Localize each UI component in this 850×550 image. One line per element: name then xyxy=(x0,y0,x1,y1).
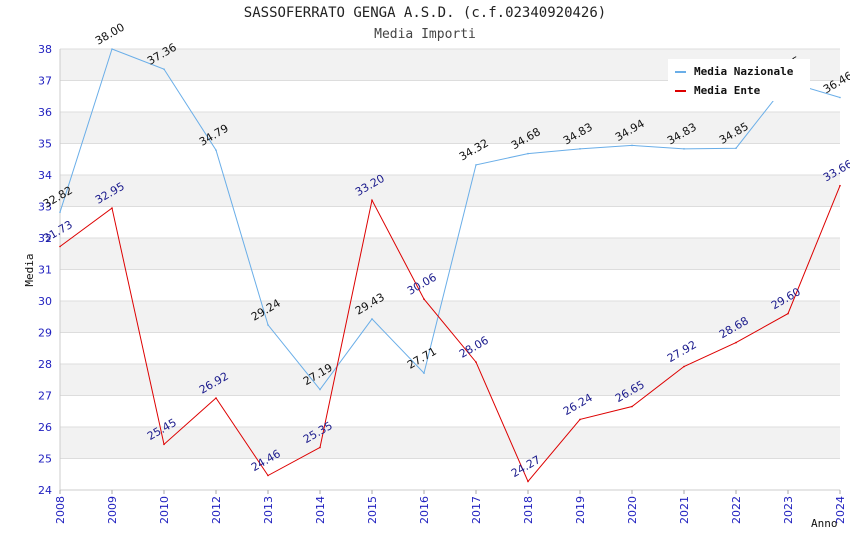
data-point xyxy=(163,68,165,70)
grid-band xyxy=(60,112,840,144)
data-point xyxy=(111,207,113,209)
data-point xyxy=(371,199,373,201)
data-point xyxy=(319,388,321,391)
y-axis-label: Media xyxy=(23,253,36,286)
data-point xyxy=(59,211,61,213)
data-point xyxy=(163,443,165,446)
legend: Media Nazionale Media Ente xyxy=(668,59,810,101)
data-point xyxy=(111,48,113,50)
y-tick-label: 32 xyxy=(38,232,52,245)
x-tick-label: 2013 xyxy=(262,496,275,524)
x-tick-label: 2021 xyxy=(678,496,691,524)
y-tick-label: 25 xyxy=(38,453,52,466)
data-point xyxy=(423,298,425,300)
data-label: 38.00 xyxy=(93,21,127,48)
data-label: 28.06 xyxy=(457,334,491,361)
x-tick-label: 2017 xyxy=(470,496,483,524)
data-point xyxy=(475,361,477,363)
y-tick-label: 26 xyxy=(38,421,52,434)
x-tick-label: 2008 xyxy=(54,496,67,524)
y-tick-label: 29 xyxy=(38,327,52,340)
y-tick-label: 34 xyxy=(38,169,52,182)
grid-band xyxy=(60,364,840,396)
data-point xyxy=(683,148,685,150)
legend-box xyxy=(668,59,810,101)
x-tick-label: 2014 xyxy=(314,496,327,524)
x-tick-label: 2024 xyxy=(834,496,847,524)
series-lines xyxy=(59,48,841,483)
data-point xyxy=(215,397,217,399)
x-tick-label: 2020 xyxy=(626,496,639,524)
x-tick-label: 2015 xyxy=(366,496,379,524)
x-axis-label: Anno xyxy=(811,517,838,530)
grid-band xyxy=(60,427,840,459)
data-point xyxy=(267,474,269,477)
data-point xyxy=(787,312,789,315)
data-point xyxy=(371,318,373,320)
y-tick-label: 24 xyxy=(38,484,52,497)
y-tick-label: 35 xyxy=(38,138,52,151)
data-label: 30.06 xyxy=(405,271,439,298)
data-point xyxy=(839,96,841,99)
data-point xyxy=(683,365,685,368)
data-point xyxy=(267,324,269,326)
x-tick-label: 2010 xyxy=(158,496,171,524)
series-line-media-ente xyxy=(59,185,841,483)
data-point xyxy=(631,144,633,147)
y-tick-labels: 24 25 26 27 28 29 30 31 32 33 34 35 36 37 38 xyxy=(38,43,52,497)
x-tick-labels: 2008 2009 2010 2012 2013 2014 2015 2016 2017 2018… xyxy=(54,496,847,524)
x-tick-label: 2022 xyxy=(730,496,743,524)
data-point xyxy=(579,418,581,421)
data-point xyxy=(59,245,61,248)
x-tick-label: 2023 xyxy=(782,496,795,524)
x-tick-label: 2012 xyxy=(210,496,223,524)
legend-entry: Media Ente xyxy=(694,84,761,97)
series-line-media-nazionale xyxy=(59,48,841,391)
y-tick-label: 28 xyxy=(38,358,52,371)
y-tick-label: 33 xyxy=(38,201,52,214)
data-point xyxy=(423,372,425,374)
data-point xyxy=(475,164,477,166)
axes xyxy=(59,49,841,494)
x-tick-label: 2009 xyxy=(106,496,119,524)
chart-title: SASSOFERRATO GENGA A.S.D. (c.f.023409204… xyxy=(243,5,607,21)
y-tick-label: 27 xyxy=(38,390,52,403)
data-point xyxy=(527,480,529,483)
data-point xyxy=(839,184,841,187)
data-point xyxy=(579,148,581,150)
x-tick-label: 2019 xyxy=(574,496,587,524)
data-point xyxy=(631,405,633,408)
y-tick-label: 38 xyxy=(38,43,52,56)
data-point xyxy=(735,341,737,344)
y-tick-label: 30 xyxy=(38,295,52,308)
x-tick-label: 2018 xyxy=(522,496,535,524)
grid-band xyxy=(60,301,840,333)
data-point xyxy=(319,446,321,449)
x-tick-label: 2016 xyxy=(418,496,431,524)
y-tick-label: 31 xyxy=(38,264,52,277)
data-point xyxy=(527,152,529,155)
data-label: 27.92 xyxy=(665,338,699,365)
data-point xyxy=(215,149,217,151)
data-point xyxy=(735,147,737,150)
legend-entry: Media Nazionale xyxy=(694,65,794,78)
grid-band xyxy=(60,238,840,270)
chart-subtitle: Media Importi xyxy=(374,27,476,42)
y-tick-label: 37 xyxy=(38,75,52,88)
y-tick-label: 36 xyxy=(38,106,52,119)
grid-band xyxy=(60,175,840,207)
